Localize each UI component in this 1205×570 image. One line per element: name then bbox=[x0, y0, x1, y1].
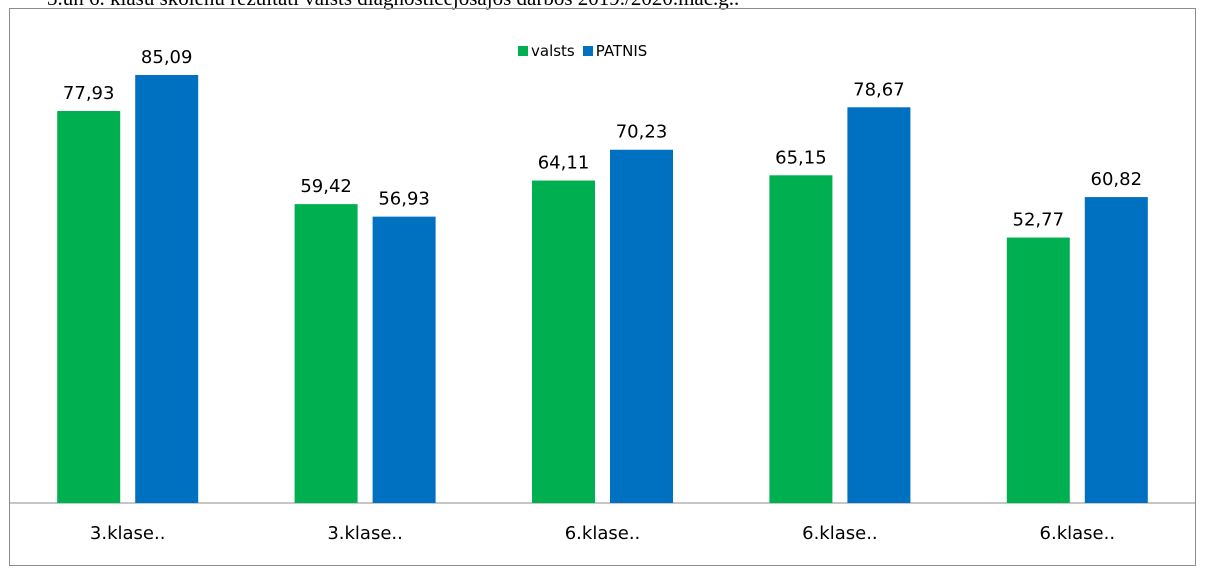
data-label-valsts-1: 59,42 bbox=[300, 176, 352, 197]
data-label-valsts-0: 77,93 bbox=[63, 83, 115, 104]
data-label-valsts-3: 65,15 bbox=[775, 147, 827, 168]
chart-frame bbox=[9, 8, 1196, 566]
data-label-valsts-4: 52,77 bbox=[1013, 210, 1065, 231]
x-tick-label-4: 6.klase.. bbox=[1040, 523, 1116, 544]
bar-patnis-2 bbox=[610, 149, 673, 503]
legend-label-valsts: valsts bbox=[531, 42, 575, 60]
data-label-patnis-1: 56,93 bbox=[378, 189, 430, 210]
bar-patnis-0 bbox=[135, 74, 199, 503]
bar-patnis-4 bbox=[1084, 197, 1148, 504]
bar-valsts-0 bbox=[57, 111, 121, 504]
legend-swatch-valsts bbox=[518, 46, 528, 56]
data-label-patnis-2: 70,23 bbox=[616, 122, 668, 143]
legend-swatch-patnis bbox=[582, 46, 593, 56]
data-label-patnis-3: 78,67 bbox=[853, 79, 905, 100]
data-label-patnis-0: 85,09 bbox=[141, 47, 193, 68]
data-label-valsts-2: 64,11 bbox=[538, 153, 590, 174]
legend-label-patnis: PATNIS bbox=[595, 42, 648, 60]
bar-valsts-1 bbox=[294, 204, 358, 503]
bar-valsts-4 bbox=[1006, 237, 1070, 503]
data-label-patnis-4: 60,82 bbox=[1091, 169, 1143, 190]
x-tick-label-3: 6.klase.. bbox=[802, 523, 878, 544]
bar-valsts-2 bbox=[532, 180, 595, 503]
bar-valsts-3 bbox=[769, 175, 833, 503]
x-tick-label-2: 6.klase.. bbox=[565, 523, 641, 544]
bar-patnis-1 bbox=[372, 216, 436, 504]
x-tick-label-1: 3.klase.. bbox=[327, 523, 403, 544]
legend-item-valsts: valsts bbox=[518, 42, 575, 60]
chart-title: 3.un 6. klasu skolēnu rezultāti valsts d… bbox=[47, 0, 1197, 11]
x-tick-label-0: 3.klase.. bbox=[90, 523, 166, 544]
bar-patnis-3 bbox=[847, 107, 911, 503]
legend-item-patnis: PATNIS bbox=[582, 42, 648, 60]
chart-legend: valsts PATNIS bbox=[518, 42, 655, 60]
